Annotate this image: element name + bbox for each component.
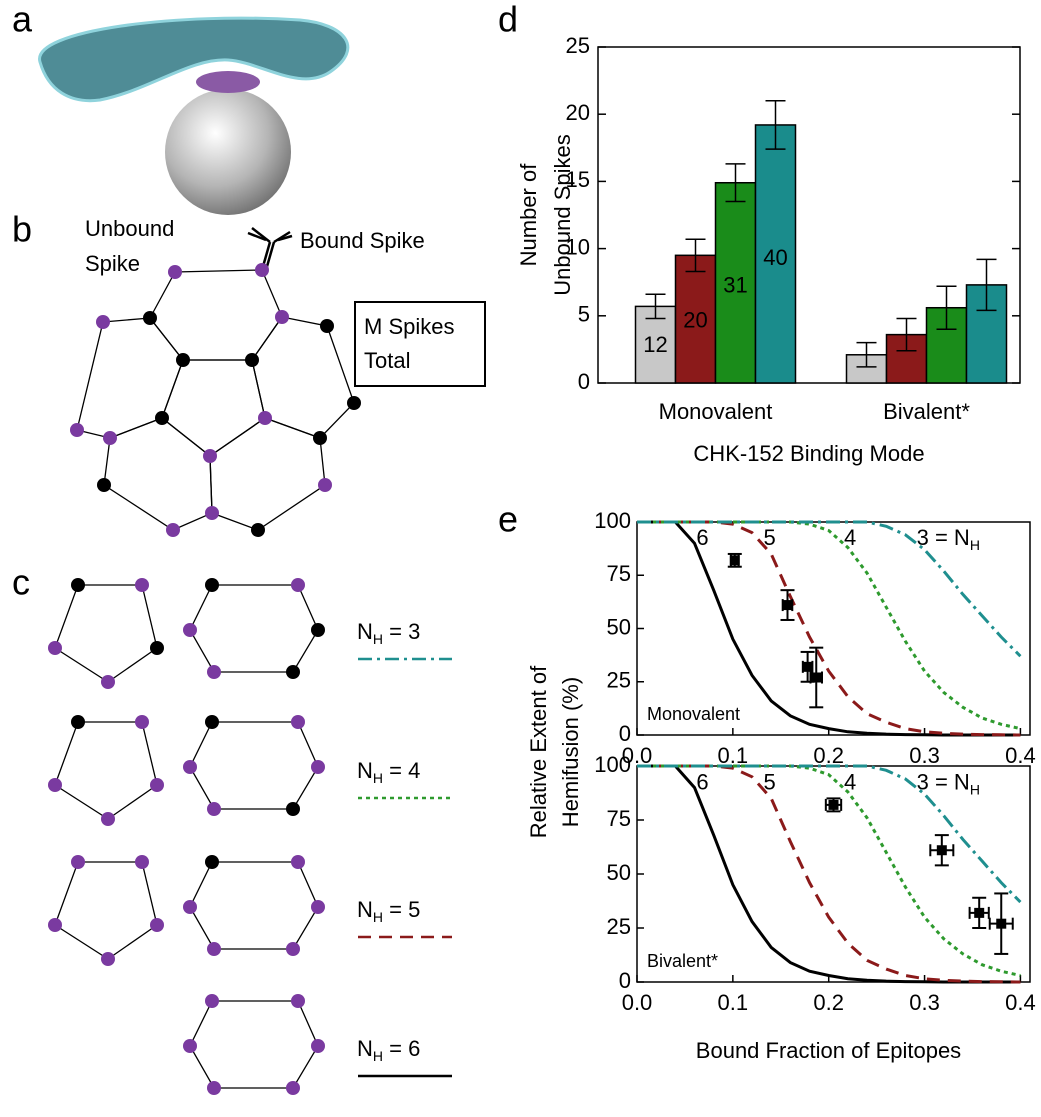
data-point bbox=[730, 555, 740, 565]
curve-name: 4 bbox=[844, 769, 856, 794]
y-axis-label: Number of bbox=[516, 163, 541, 267]
x-axis-label: CHK-152 Binding Mode bbox=[693, 441, 924, 466]
panel-label: b bbox=[12, 209, 32, 250]
data-point bbox=[996, 919, 1006, 929]
y-tick-label: 50 bbox=[607, 860, 631, 885]
y-tick-label: 0 bbox=[578, 369, 590, 394]
x-tick-label: 0.3 bbox=[909, 990, 940, 1015]
curve-label: 6 bbox=[696, 525, 708, 550]
curve-label: 5 bbox=[764, 525, 776, 550]
key-subscript: H bbox=[373, 770, 383, 786]
x-tick-label: Bivalent* bbox=[883, 399, 970, 424]
data-point bbox=[937, 845, 947, 855]
data-point bbox=[803, 662, 813, 672]
annotation: Bivalent* bbox=[647, 951, 718, 971]
y-tick-label: 20 bbox=[566, 100, 590, 125]
panel-label: e bbox=[498, 499, 518, 540]
label: Unbound bbox=[85, 216, 174, 241]
key-label: NH = 5 bbox=[357, 897, 420, 925]
data-point bbox=[974, 908, 984, 918]
y-axis-label: Hemifusion (%) bbox=[558, 677, 583, 827]
key-text: = 3 bbox=[383, 619, 420, 644]
key-symbol: N bbox=[357, 897, 373, 922]
y-tick-label: 25 bbox=[607, 914, 631, 939]
curve-label: 4 bbox=[844, 769, 856, 794]
series-label: 40 bbox=[763, 245, 787, 270]
label: Bound Spike bbox=[300, 228, 425, 253]
series-label: 12 bbox=[643, 332, 667, 357]
panel-label: c bbox=[12, 562, 30, 603]
x-tick-label: 0.1 bbox=[718, 743, 749, 768]
y-tick-label: 75 bbox=[607, 561, 631, 586]
key-subscript: H bbox=[373, 1048, 383, 1064]
curve-label: 3 = NH bbox=[917, 525, 980, 553]
panel-label: a bbox=[12, 0, 33, 40]
y-tick-label: 75 bbox=[607, 806, 631, 831]
x-tick-label: 0.1 bbox=[718, 990, 749, 1015]
x-tick-label: 0.2 bbox=[813, 990, 844, 1015]
curve-subscript: H bbox=[970, 537, 980, 553]
y-axis-label: Relative Extent of bbox=[526, 665, 551, 838]
curve-name: 3 = N bbox=[917, 525, 970, 550]
patch-diagrams bbox=[48, 578, 325, 1095]
y-tick-label: 25 bbox=[607, 668, 631, 693]
series-label: 31 bbox=[723, 273, 747, 298]
y-tick-label: 100 bbox=[594, 752, 631, 777]
key-label: NH = 3 bbox=[357, 619, 420, 647]
series-label: 20 bbox=[683, 308, 707, 333]
y-tick-label: 5 bbox=[578, 302, 590, 327]
x-tick-label: Monovalent bbox=[659, 399, 773, 424]
y-tick-label: 50 bbox=[607, 614, 631, 639]
key-text: = 5 bbox=[383, 897, 420, 922]
key-symbol: N bbox=[357, 619, 373, 644]
data-point bbox=[782, 600, 792, 610]
label: Total bbox=[364, 348, 410, 373]
y-tick-label: 100 bbox=[594, 508, 631, 533]
y-axis-label: Unbound Spikes bbox=[550, 134, 575, 295]
curve-subscript: H bbox=[970, 781, 980, 797]
y-tick-label: 25 bbox=[566, 33, 590, 58]
key-symbol: N bbox=[357, 1036, 373, 1061]
x-tick-label: 0.4 bbox=[1005, 990, 1036, 1015]
label: M Spikes bbox=[364, 314, 454, 339]
data-point bbox=[829, 800, 839, 810]
curve-name: 3 = N bbox=[917, 769, 970, 794]
panel-label: d bbox=[498, 0, 518, 40]
curve-label: 6 bbox=[696, 769, 708, 794]
curve-label: 3 = NH bbox=[917, 769, 980, 797]
curve-label: 4 bbox=[844, 525, 856, 550]
x-tick-label: 0.4 bbox=[1005, 743, 1036, 768]
x-tick-label: 0.2 bbox=[813, 743, 844, 768]
curve-name: 6 bbox=[696, 525, 708, 550]
key-subscript: H bbox=[373, 909, 383, 925]
nh-keys: NH = 3NH = 4NH = 5NH = 6 bbox=[357, 619, 452, 1076]
curve-name: 5 bbox=[764, 769, 776, 794]
key-label: NH = 4 bbox=[357, 758, 420, 786]
annotation: Monovalent bbox=[647, 704, 740, 724]
key-subscript: H bbox=[373, 631, 383, 647]
curve-label: 5 bbox=[764, 769, 776, 794]
curve-name: 6 bbox=[696, 769, 708, 794]
data-point bbox=[811, 672, 821, 682]
x-tick-label: 0.3 bbox=[909, 743, 940, 768]
x-tick-label: 0.0 bbox=[622, 990, 653, 1015]
key-symbol: N bbox=[357, 758, 373, 783]
curve-name: 5 bbox=[764, 525, 776, 550]
curve bbox=[637, 522, 1020, 729]
key-text: = 6 bbox=[383, 1036, 420, 1061]
key-label: NH = 6 bbox=[357, 1036, 420, 1064]
key-text: = 4 bbox=[383, 758, 420, 783]
membrane-illustration bbox=[40, 18, 348, 215]
label: Spike bbox=[85, 251, 140, 276]
curve-name: 4 bbox=[844, 525, 856, 550]
x-axis-label: Bound Fraction of Epitopes bbox=[696, 1038, 961, 1063]
figure: a b c d e Unbound Spike Bound Spike M Sp… bbox=[0, 0, 1041, 1117]
